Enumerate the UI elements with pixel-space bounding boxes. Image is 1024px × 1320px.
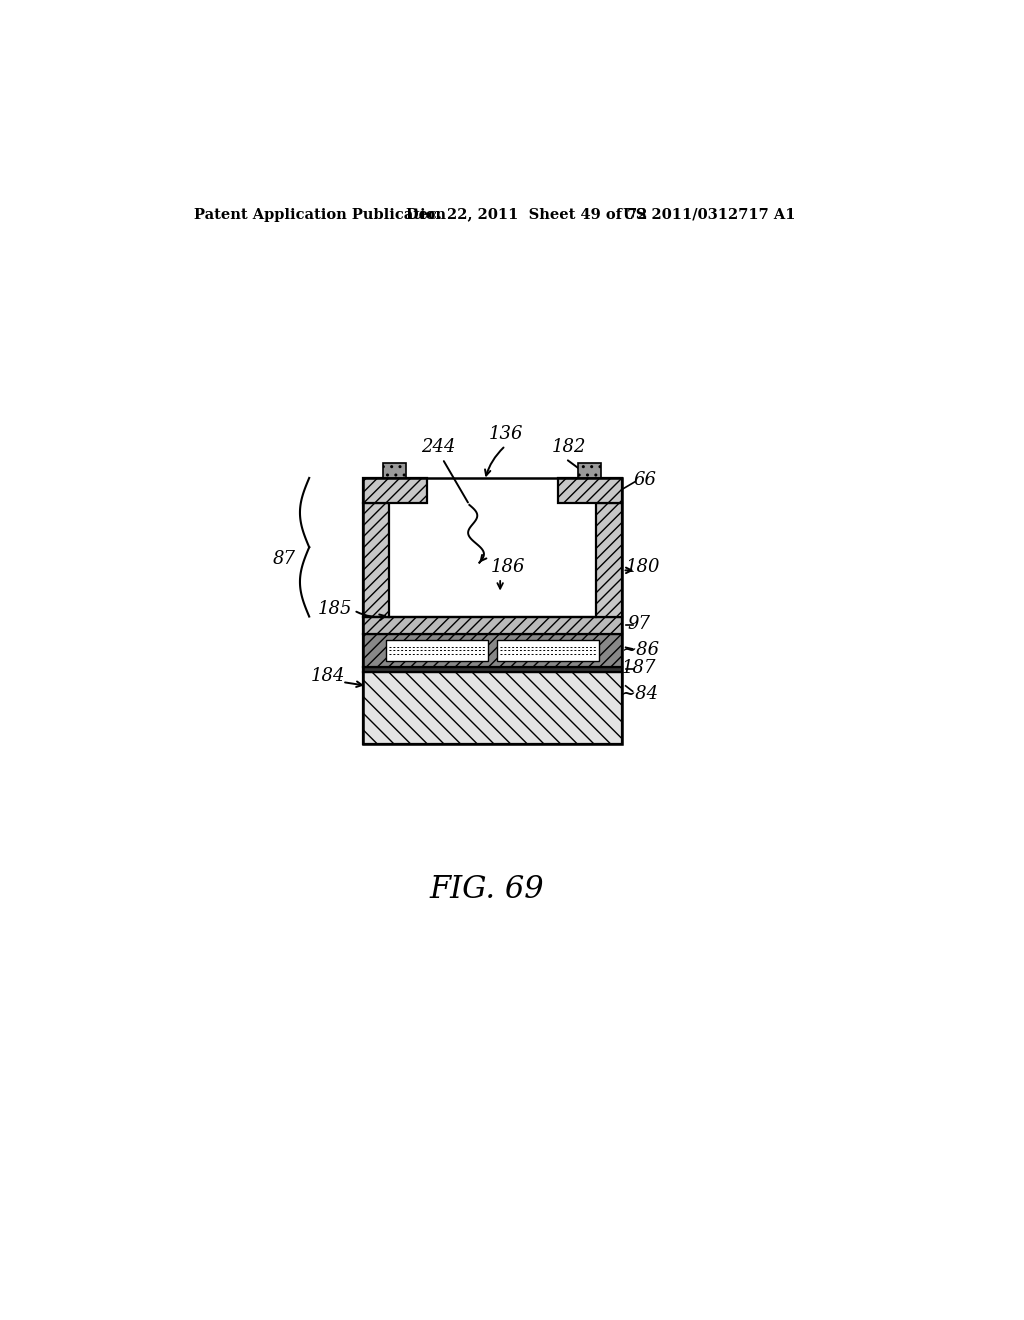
Text: 185: 185 [317, 599, 352, 618]
Bar [364, 478, 622, 743]
Text: ~84: ~84 [620, 685, 657, 702]
Bar [364, 503, 388, 616]
Text: 186: 186 [490, 557, 525, 576]
Bar [364, 635, 622, 667]
Bar [364, 478, 427, 503]
Text: 97: 97 [628, 615, 650, 634]
Bar [383, 462, 407, 478]
Bar [386, 640, 487, 661]
Text: 182: 182 [552, 438, 587, 457]
Bar [364, 672, 622, 743]
Text: 244: 244 [421, 438, 456, 457]
Text: 187: 187 [622, 659, 656, 677]
Text: ~86: ~86 [622, 640, 659, 659]
Text: 180: 180 [626, 557, 659, 576]
Text: US 2011/0312717 A1: US 2011/0312717 A1 [624, 207, 796, 222]
Text: 66: 66 [634, 471, 656, 490]
Text: Patent Application Publication: Patent Application Publication [195, 207, 446, 222]
Bar [364, 616, 622, 635]
Bar [558, 478, 622, 503]
Bar [596, 503, 622, 616]
Bar [364, 667, 622, 672]
Text: 184: 184 [310, 667, 345, 685]
Text: 136: 136 [488, 425, 523, 444]
Text: FIG. 69: FIG. 69 [429, 874, 544, 906]
Bar [578, 462, 601, 478]
Text: Dec. 22, 2011  Sheet 49 of 72: Dec. 22, 2011 Sheet 49 of 72 [407, 207, 648, 222]
Text: 87: 87 [273, 550, 296, 568]
Bar [497, 640, 599, 661]
Bar [388, 503, 596, 616]
